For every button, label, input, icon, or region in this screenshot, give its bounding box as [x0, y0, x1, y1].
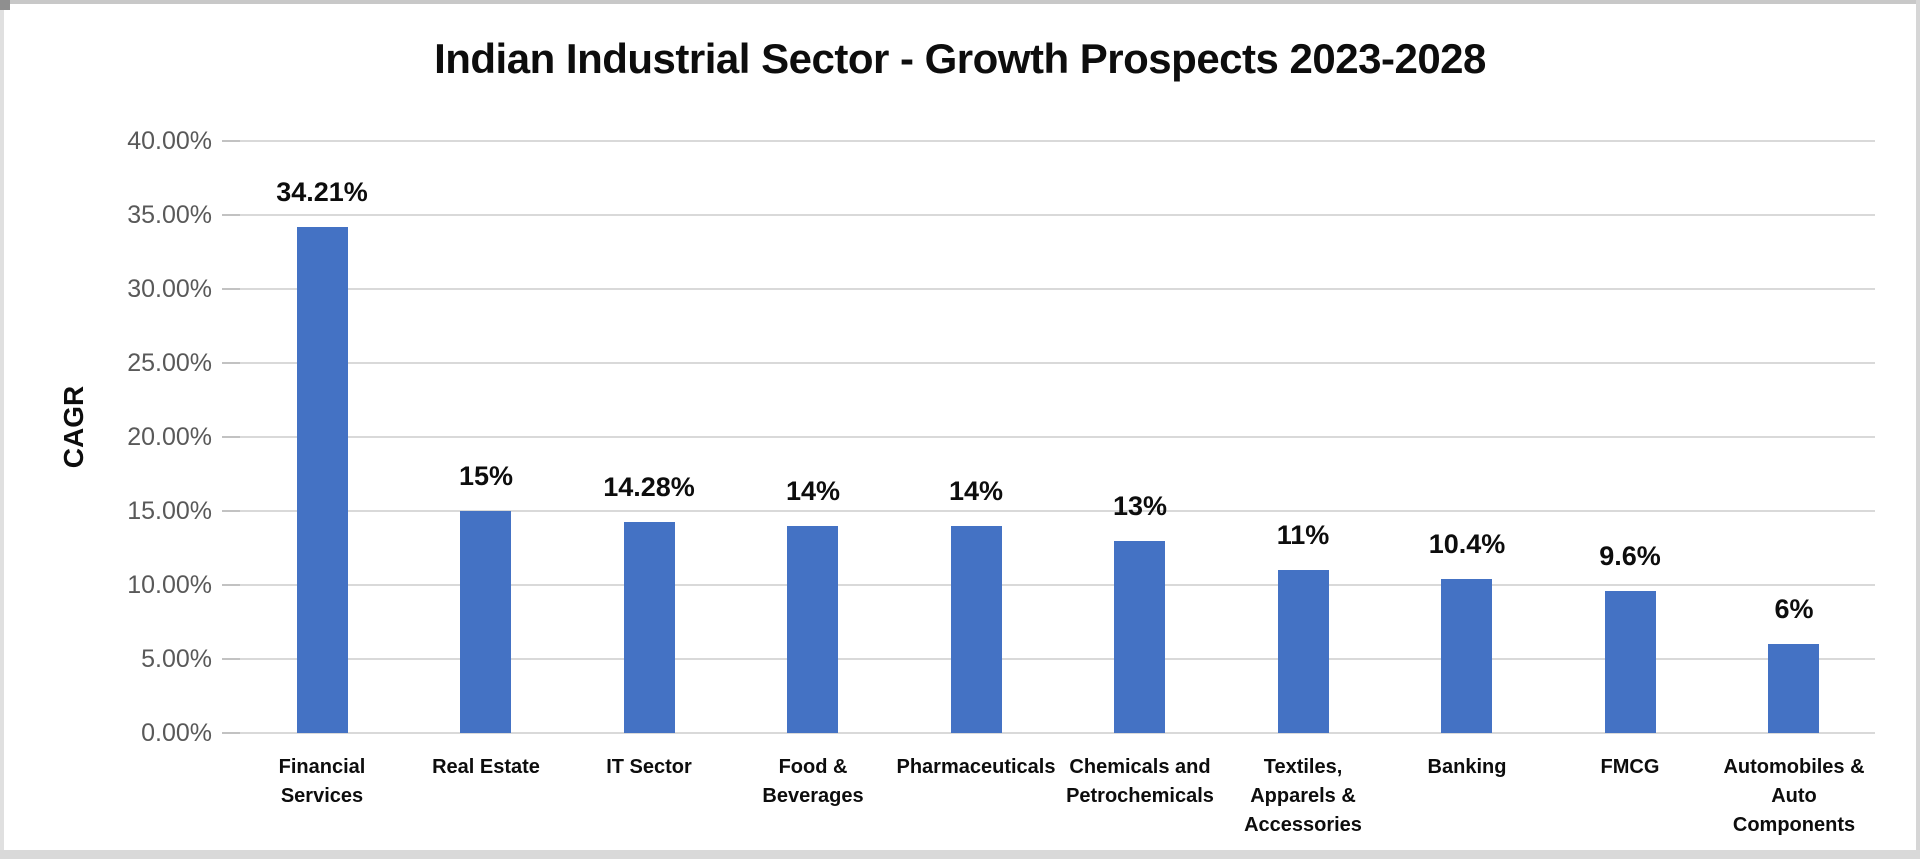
category-label: Banking: [1427, 756, 1507, 778]
bar: [787, 526, 838, 733]
bar-value-label: 14%: [785, 476, 841, 506]
category-label: Food & Beverages: [762, 756, 864, 807]
bar: [460, 511, 511, 733]
bar-value-label: 14.28%: [603, 472, 695, 502]
y-axis-tick-mark: [222, 510, 240, 512]
bar-value-label: 10.4%: [1428, 529, 1506, 559]
bar: [624, 522, 675, 733]
bar: [1768, 644, 1819, 733]
category-label: Financial Services: [278, 756, 366, 807]
y-axis-tick-mark: [222, 436, 240, 438]
frame-border-bottom: [0, 850, 1920, 859]
y-tick-label: 0.00%: [141, 719, 212, 747]
y-axis-tick-mark: [222, 214, 240, 216]
y-tick-label: 30.00%: [127, 275, 212, 303]
category-label: Chemicals and Petrochemicals: [1066, 756, 1214, 807]
y-axis-tick-mark: [222, 362, 240, 364]
bar: [1441, 579, 1492, 733]
frame-border-top: [0, 0, 1920, 4]
bar: [1114, 541, 1165, 733]
chart-title: Indian Industrial Sector - Growth Prospe…: [434, 35, 1486, 82]
category-label: Pharmaceuticals: [896, 756, 1056, 778]
bar: [297, 227, 348, 733]
bar: [951, 526, 1002, 733]
gridline: [240, 214, 1875, 216]
y-axis-tick-mark: [222, 140, 240, 142]
bar-value-label: 15%: [458, 461, 514, 491]
gridline: [240, 362, 1875, 364]
gridline: [240, 732, 1875, 734]
y-tick-label: 5.00%: [141, 645, 212, 673]
y-tick-label: 35.00%: [127, 201, 212, 229]
bar-value-label: 14%: [948, 476, 1004, 506]
bar-value-label: 34.21%: [276, 177, 368, 207]
bar-value-label: 9.6%: [1599, 541, 1661, 571]
frame-border-left: [0, 0, 4, 859]
bar-value-label: 11%: [1276, 520, 1330, 550]
y-tick-label: 25.00%: [127, 349, 212, 377]
y-tick-label: 10.00%: [127, 571, 212, 599]
y-axis-tick-mark: [222, 288, 240, 290]
y-axis-tick-mark: [222, 584, 240, 586]
y-tick-label: 15.00%: [127, 497, 212, 525]
gridline: [240, 288, 1875, 290]
category-label: FMCG: [1600, 756, 1660, 778]
category-label: IT Sector: [606, 756, 692, 778]
gridline: [240, 436, 1875, 438]
gridline: [240, 658, 1875, 660]
y-axis-tick-mark: [222, 732, 240, 734]
bar-value-label: 6%: [1774, 594, 1814, 624]
bar: [1278, 570, 1329, 733]
bar: [1605, 591, 1656, 733]
category-label: Automobiles & Auto Components: [1723, 756, 1865, 836]
frame-border-right: [1916, 0, 1920, 859]
corner-artifact: [0, 0, 10, 10]
gridline: [240, 140, 1875, 142]
gridline: [240, 510, 1875, 512]
y-tick-label: 40.00%: [127, 127, 212, 155]
category-label: Textiles, Apparels & Accessories: [1244, 756, 1362, 836]
gridline: [240, 584, 1875, 586]
bar-value-label: 13%: [1112, 491, 1168, 521]
y-axis-tick-mark: [222, 658, 240, 660]
category-label: Real Estate: [432, 756, 540, 778]
y-tick-label: 20.00%: [127, 423, 212, 451]
